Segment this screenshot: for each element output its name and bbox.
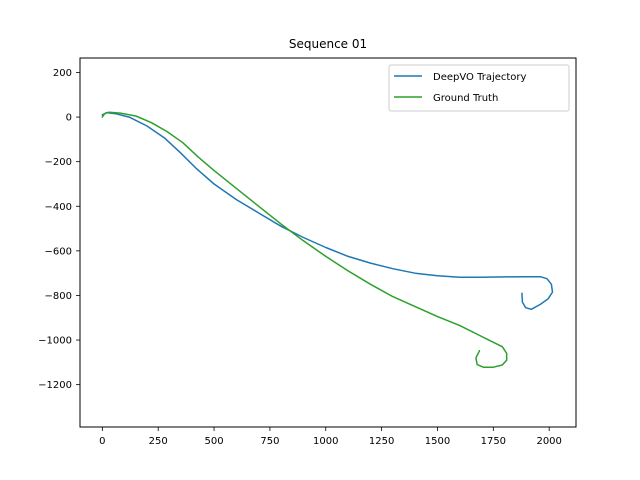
x-axis: 0 250 500 750 1000 1250 1500 1750 2000	[99, 427, 562, 447]
legend-label: DeepVO Trajectory	[433, 72, 527, 83]
legend-box	[388, 64, 570, 112]
y-tick-label: −800	[45, 291, 72, 302]
y-axis: 200 0 −200 −400 −600 −800 −1000 −1200	[38, 68, 80, 391]
plot-frame	[79, 57, 577, 428]
chart-title: Sequence 01	[289, 37, 367, 51]
y-tick-label: −200	[45, 157, 72, 168]
y-tick-label: −400	[45, 202, 72, 213]
x-tick-label: 750	[260, 436, 279, 447]
x-tick-label: 1000	[313, 436, 338, 447]
y-tick-label: 200	[53, 68, 72, 79]
x-tick-label: 0	[99, 436, 105, 447]
plot-lines	[101, 111, 554, 368]
legend-label: Ground Truth	[433, 93, 498, 104]
x-tick-label: 1750	[481, 436, 506, 447]
x-tick-label: 500	[205, 436, 224, 447]
legend: DeepVO Trajectory Ground Truth	[388, 64, 570, 112]
series-line-0	[101, 111, 554, 311]
y-tick-label: −1200	[38, 380, 72, 391]
x-tick-label: 1500	[425, 436, 450, 447]
y-tick-label: −1000	[38, 336, 72, 347]
y-tick-label: −600	[45, 246, 72, 257]
x-tick-label: 2000	[536, 436, 561, 447]
series-line-1	[101, 111, 508, 368]
y-tick-label: 0	[66, 113, 72, 124]
x-tick-label: 1250	[369, 436, 394, 447]
x-tick-label: 250	[149, 436, 168, 447]
